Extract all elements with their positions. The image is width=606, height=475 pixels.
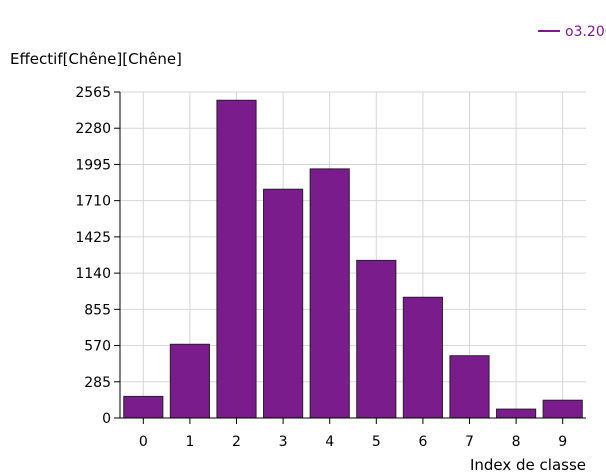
bar-0 [123,395,164,419]
bar-3 [263,188,304,419]
x-tick-label: 4 [325,434,334,450]
x-tick-label: 3 [279,434,288,450]
y-tick-label: 855 [84,302,111,318]
bar-6 [402,296,443,419]
x-tick-label: 0 [139,434,148,450]
bars [123,99,583,419]
axes [119,92,586,419]
y-tick-label: 1140 [75,266,111,282]
bar-1 [169,343,210,419]
bar-5 [356,259,397,419]
legend-label: o3.2006a [565,24,606,40]
x-tick-label: 6 [418,434,427,450]
y-tick-label: 1710 [75,194,111,210]
bar-7 [449,355,490,419]
y-tick-label: 2565 [75,85,111,101]
x-tick-label: 9 [558,434,567,450]
y-tick-label: 0 [102,411,111,427]
y-tick-label: 285 [84,375,111,391]
y-ticks: 0 285 570 855 1140 1425 1710 1995 2280 2565 [75,85,120,427]
x-axis-title: Index de classe [470,456,586,474]
x-tick-label: 7 [465,434,474,450]
y-axis-title: Effectif[Chêne][Chêne] [10,50,182,68]
y-tick-label: 570 [84,339,111,355]
y-tick-label: 1995 [75,157,111,173]
x-tick-label: 8 [512,434,521,450]
x-tick-label: 2 [232,434,241,450]
x-tick-label: 1 [185,434,194,450]
y-tick-label: 1425 [75,230,111,246]
x-tick-label: 5 [372,434,381,450]
bar-9 [542,399,583,419]
bar-4 [309,168,350,419]
bar-2 [216,99,257,419]
x-ticks: 0 1 2 3 4 5 6 7 8 9 [139,418,567,450]
y-tick-label: 2280 [75,121,111,137]
bar-8 [496,408,537,419]
